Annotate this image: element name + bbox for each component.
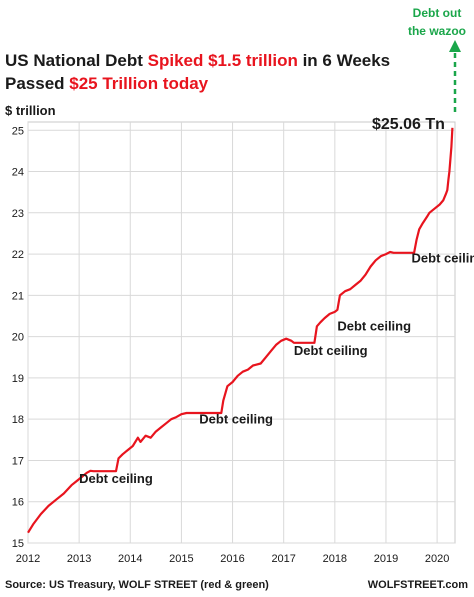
debt-series-line bbox=[27, 127, 454, 534]
y-tick-label: 21 bbox=[12, 290, 24, 302]
y-tick-label: 15 bbox=[12, 538, 24, 550]
debt-ceiling-label: Debt ceiling bbox=[412, 250, 474, 265]
value-label: $25.06 Tn bbox=[372, 116, 445, 133]
x-tick-label: 2015 bbox=[169, 553, 193, 565]
chart-title-line-2: Passed $25 Trillion today bbox=[5, 74, 209, 93]
y-tick-label: 25 bbox=[12, 125, 24, 137]
debt-ceiling-label: Debt ceiling bbox=[79, 471, 153, 486]
title-segment-1: Spiked $1.5 trillion bbox=[148, 51, 298, 70]
x-tick-label: 2016 bbox=[220, 553, 244, 565]
x-tick-label: 2019 bbox=[374, 553, 398, 565]
y-tick-label: 17 bbox=[12, 455, 24, 467]
x-tick-label: 2020 bbox=[425, 553, 449, 565]
y-tick-labels: 15 16 17 18 19 20 21 22 23 24 25 bbox=[12, 125, 24, 550]
debt-ceiling-label: Debt ceiling bbox=[294, 343, 368, 358]
title-segment-2: in 6 Weeks bbox=[298, 51, 390, 70]
title-segment-1: $25 Trillion today bbox=[69, 74, 208, 93]
source-note: Source: US Treasury, WOLF STREET (red & … bbox=[5, 579, 269, 591]
x-tick-label: 2017 bbox=[271, 553, 295, 565]
x-tick-label: 2013 bbox=[67, 553, 91, 565]
x-tick-label: 2014 bbox=[118, 553, 142, 565]
y-tick-label: 24 bbox=[12, 167, 24, 179]
y-tick-label: 23 bbox=[12, 208, 24, 220]
wazoo-arrow-head bbox=[449, 40, 461, 52]
debt-ceiling-label: Debt ceiling bbox=[337, 318, 411, 333]
y-tick-label: 20 bbox=[12, 332, 24, 344]
y-tick-label: 22 bbox=[12, 249, 24, 261]
brand-label: WOLFSTREET.com bbox=[368, 579, 468, 591]
x-tick-label: 2012 bbox=[16, 553, 40, 565]
chart-title-line-1: US National Debt Spiked $1.5 trillion in… bbox=[5, 51, 390, 70]
title-segment-0: US National Debt bbox=[5, 51, 148, 70]
x-tick-label: 2018 bbox=[323, 553, 347, 565]
y-axis-label: $ trillion bbox=[5, 103, 56, 118]
x-tick-labels: 2012 2013 2014 2015 2016 2017 2018 2019 2020 bbox=[16, 553, 450, 565]
wazoo-label-line-2: the wazoo bbox=[408, 24, 466, 38]
debt-ceiling-labels: Debt ceiling Debt ceiling Debt ceiling Debt… bbox=[79, 250, 474, 486]
y-tick-label: 18 bbox=[12, 414, 24, 426]
debt-ceiling-label: Debt ceiling bbox=[199, 411, 273, 426]
grid bbox=[27, 121, 456, 544]
y-tick-label: 16 bbox=[12, 497, 24, 509]
y-tick-label: 19 bbox=[12, 373, 24, 385]
title-segment-0: Passed bbox=[5, 74, 69, 93]
wazoo-label-line-1: Debt out bbox=[413, 6, 462, 20]
